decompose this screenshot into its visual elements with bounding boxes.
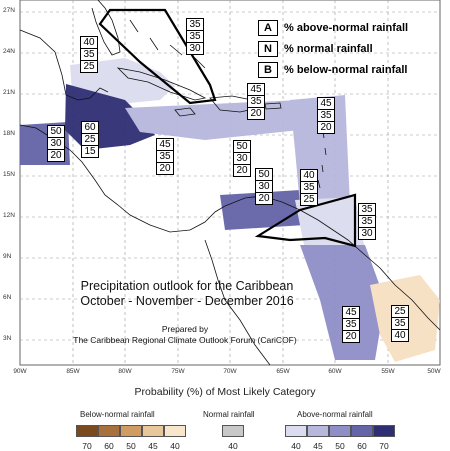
scale-below-label: Below-normal rainfall [80, 410, 155, 419]
tick-above-70: 70 [379, 441, 389, 451]
prob-below: 20 [233, 164, 251, 177]
prob-below: 25 [80, 60, 98, 73]
prob-box-lesser-antilles: 40 35 25 [300, 169, 318, 206]
prob-below: 30 [358, 227, 376, 240]
prob-below: 40 [391, 329, 409, 342]
prob-box-eastern-caribbean: 45 35 20 [317, 97, 335, 134]
region-bahamas-outline [98, 8, 217, 105]
scale-above-label: Above-normal rainfall [297, 410, 373, 419]
tick-above-40: 40 [291, 441, 301, 451]
lat-label-15n: 15N [3, 171, 15, 178]
credit-line1: Prepared by [161, 324, 209, 334]
prob-below: 20 [47, 149, 65, 162]
tick-below-70: 70 [82, 441, 92, 451]
prob-box-hispaniola-north: 45 35 20 [247, 83, 265, 120]
tick-above-45: 45 [313, 441, 323, 451]
prob-box-central-america-west: 50 30 20 [47, 125, 65, 162]
prob-below: 30 [186, 42, 204, 55]
legend-letter-n: N [258, 41, 278, 57]
prob-box-guyanas: 45 35 20 [342, 306, 360, 343]
prob-box-bahamas: 35 35 30 [186, 18, 204, 55]
swatch-normal-40 [222, 425, 244, 437]
prob-box-south-caribbean: 50 30 20 [255, 168, 273, 205]
prob-below: 25 [300, 193, 318, 206]
swatch-above-50 [329, 425, 351, 437]
tick-above-60: 60 [357, 441, 367, 451]
scale-normal-label: Normal rainfall [203, 410, 255, 419]
legend-below: B % below-normal rainfall [258, 62, 407, 78]
lon-label-70w: 70W [223, 368, 237, 375]
credit-line2: The Caribbean Regional Climate Outlook F… [73, 335, 297, 345]
lon-label-80w: 80W [118, 368, 132, 375]
prob-above: 60 [81, 121, 99, 134]
tick-normal-40: 40 [228, 441, 238, 451]
prob-box-jamaica: 45 35 20 [156, 138, 174, 175]
prob-below: 20 [247, 107, 265, 120]
lon-label-50w: 50W [427, 368, 441, 375]
swatch-below-40 [164, 425, 186, 437]
lon-label-75w: 75W [171, 368, 185, 375]
prob-box-yucatan-north: 40 35 25 [80, 36, 98, 73]
lat-label-24n: 24N [3, 48, 15, 55]
region-guyanas [300, 245, 385, 360]
lon-label-65w: 65W [276, 368, 290, 375]
swatch-above-60 [351, 425, 373, 437]
prob-below: 15 [81, 145, 99, 158]
prob-normal: 35 [391, 317, 409, 330]
legend-text-above: % above-normal rainfall [284, 22, 409, 34]
prob-box-dominican: 50 30 20 [233, 140, 251, 177]
swatch-below-50 [120, 425, 142, 437]
prob-box-trinidad: 35 35 30 [358, 203, 376, 240]
region-lesser-antilles-south [295, 197, 365, 250]
tick-below-45: 45 [148, 441, 158, 451]
map-title-line1: Precipitation outlook for the Caribbean [80, 279, 294, 293]
prob-below: 20 [317, 121, 335, 134]
legend-normal: N % normal rainfall [258, 41, 373, 57]
prob-normal: 35 [342, 318, 360, 331]
lon-label-60w: 60W [328, 368, 342, 375]
swatch-below-45 [142, 425, 164, 437]
legend-letter-a: A [258, 20, 278, 36]
prob-box-french-guiana: 25 35 40 [391, 305, 409, 342]
legend-letter-b: B [258, 62, 278, 78]
lat-label-3n: 3N [3, 335, 12, 342]
lat-label-9n: 9N [3, 253, 12, 260]
swatch-above-45 [307, 425, 329, 437]
lon-label-85w: 85W [66, 368, 80, 375]
prob-below: 20 [255, 192, 273, 205]
lat-label-18n: 18N [3, 130, 15, 137]
prob-normal: 35 [358, 215, 376, 228]
legend-above: A % above-normal rainfall [258, 20, 408, 36]
lon-label-90w: 90W [13, 368, 27, 375]
scale-title: Probability (%) of Most Likely Category [134, 386, 316, 398]
swatch-above-70 [373, 425, 395, 437]
swatch-below-70 [76, 425, 98, 437]
legend-text-below: % below-normal rainfall [284, 64, 408, 76]
prob-above: 50 [255, 168, 273, 181]
tick-above-50: 50 [335, 441, 345, 451]
region-trinidad-outline [254, 193, 357, 248]
lat-label-27n: 27N [3, 7, 15, 14]
lat-label-6n: 6N [3, 294, 12, 301]
map-title-line2: October - November - December 2016 [80, 294, 294, 308]
tick-below-40: 40 [170, 441, 180, 451]
prob-normal: 35 [186, 30, 204, 43]
lat-label-12n: 12N [3, 212, 15, 219]
prob-below: 20 [156, 162, 174, 175]
legend-text-normal: % normal rainfall [284, 43, 373, 55]
lon-label-55w: 55W [381, 368, 395, 375]
swatch-below-60 [98, 425, 120, 437]
caribbean-map [19, 0, 441, 366]
tick-below-50: 50 [126, 441, 136, 451]
prob-below: 20 [342, 330, 360, 343]
tick-below-60: 60 [104, 441, 114, 451]
swatch-above-40 [285, 425, 307, 437]
prob-box-central-america: 60 25 15 [81, 121, 99, 158]
lat-label-21n: 21N [3, 89, 15, 96]
